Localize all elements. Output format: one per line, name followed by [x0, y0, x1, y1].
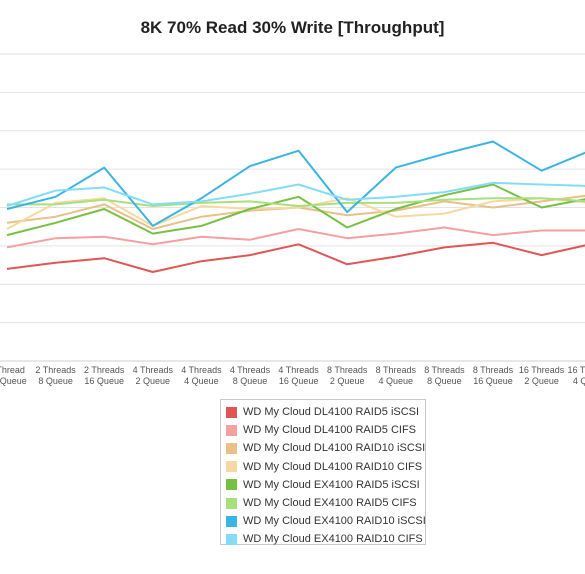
legend-label: WD My Cloud DL4100 RAID5 iSCSI [243, 406, 420, 419]
x-tick-label: 8 Threads 8 Queue [424, 365, 465, 386]
x-tick-label: 4 Threads 2 Queue [133, 365, 174, 386]
legend-swatch [226, 442, 237, 454]
x-tick-label: 1 Thread16 Queue [0, 365, 27, 386]
legend-swatch [226, 479, 237, 491]
chart-title: 8K 70% Read 30% Write [Throughput] [140, 18, 445, 37]
legend-label: WD My Cloud EX4100 RAID10 iSCSI [243, 515, 426, 528]
x-tick-label: 2 Threads 8 Queue [35, 365, 76, 386]
series-line [6, 183, 585, 237]
legend: WD My Cloud DL4100 RAID5 iSCSI WD My Clou… [220, 399, 426, 545]
series-lines [6, 140, 585, 273]
x-tick-label: 4 Threads 16 Queue [278, 365, 319, 386]
series-line [6, 140, 585, 227]
series-line [6, 241, 585, 273]
x-tick-label: 4 Threads 8 Queue [230, 365, 271, 386]
legend-swatch [226, 461, 237, 473]
legend-item[interactable]: WD My Cloud EX4100 RAID5 iSCSI [221, 476, 425, 494]
x-tick-label: 8 Threads 16 Queue [473, 365, 514, 386]
series-line [6, 226, 585, 249]
legend-label: WD My Cloud DL4100 RAID10 iSCSI [243, 442, 426, 455]
legend-item[interactable]: WD My Cloud DL4100 RAID10 CIFS [221, 458, 425, 476]
x-tick-label: 4 Threads 4 Queue [181, 365, 222, 386]
legend-swatch [226, 497, 237, 509]
series-line [7, 197, 585, 207]
x-tick-label: 16 Threads 2 Queue [519, 365, 565, 386]
legend-label: WD My Cloud EX4100 RAID10 CIFS [243, 533, 423, 546]
legend-label: WD My Cloud DL4100 RAID10 CIFS [243, 460, 423, 473]
legend-label: WD My Cloud EX4100 RAID5 CIFS [243, 497, 417, 510]
series-line [6, 181, 585, 207]
legend-item[interactable]: WD My Cloud EX4100 RAID10 CIFS [221, 530, 425, 548]
x-tick-label: 8 Threads 4 Queue [376, 365, 417, 386]
legend-swatch [226, 406, 237, 418]
legend-swatch [226, 533, 237, 545]
legend-item[interactable]: WD My Cloud DL4100 RAID5 iSCSI [221, 403, 425, 421]
legend-swatch [226, 424, 237, 436]
x-tick-label: 8 Threads 2 Queue [327, 365, 368, 386]
legend-item[interactable]: WD My Cloud DL4100 RAID10 iSCSI [221, 439, 425, 457]
legend-item[interactable]: WD My Cloud DL4100 RAID5 CIFS [221, 421, 425, 439]
legend-item[interactable]: WD My Cloud EX4100 RAID5 CIFS [221, 494, 425, 512]
series-line [6, 197, 585, 230]
legend-swatch [226, 515, 237, 527]
legend-label: WD My Cloud EX4100 RAID5 iSCSI [243, 478, 420, 491]
legend-item[interactable]: WD My Cloud EX4100 RAID10 iSCSI [221, 512, 426, 530]
x-tick-label: 2 Threads 16 Queue [84, 365, 125, 386]
legend-label: WD My Cloud DL4100 RAID5 CIFS [243, 424, 416, 437]
